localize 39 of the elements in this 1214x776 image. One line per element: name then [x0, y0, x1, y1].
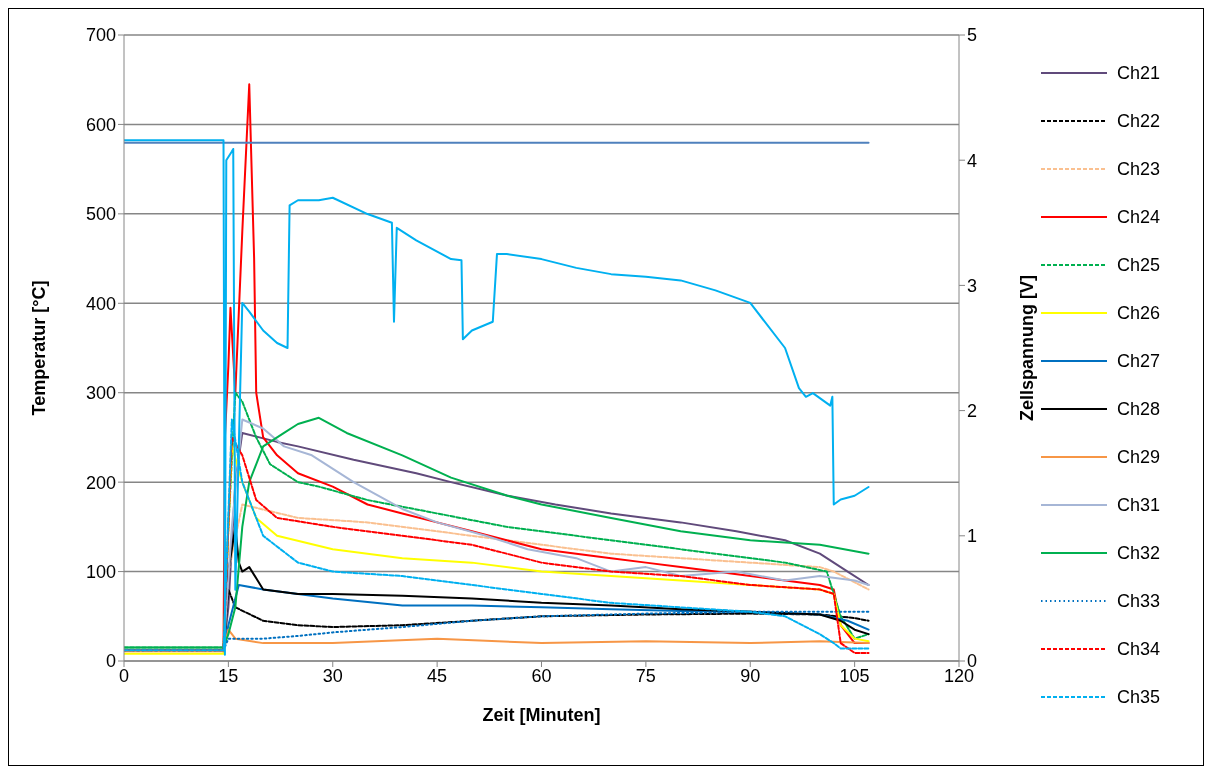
legend-label: Ch32	[1117, 542, 1161, 564]
y-tick-label: 500	[85, 204, 116, 225]
x-tick-label: 90	[740, 665, 761, 686]
legend-label: Ch31	[1117, 494, 1161, 516]
y2-tick-label: 3	[967, 275, 978, 296]
y2-tick-label: 1	[967, 526, 978, 547]
legend-label: Ch23	[1117, 158, 1161, 180]
legend-label: Ch33	[1117, 590, 1161, 612]
x-tick-label: 30	[322, 665, 343, 686]
x-tick-label: 0	[118, 665, 130, 686]
y-axis-title: Temperatur [°C]	[29, 280, 50, 416]
x-tick-label: 105	[839, 665, 870, 686]
y-tick-label: 200	[85, 472, 116, 493]
y2-tick-label: 2	[967, 400, 978, 421]
y2-tick-label: 4	[967, 150, 978, 171]
x-tick-label: 75	[635, 665, 656, 686]
legend-label: Ch28	[1117, 398, 1161, 420]
legend-label: Ch27	[1117, 350, 1161, 372]
y-tick-label: 400	[85, 293, 116, 314]
y2-tick-label: 5	[967, 25, 978, 46]
y-tick-label: 100	[85, 561, 116, 582]
legend-label: Ch25	[1117, 254, 1161, 276]
legend-label: Ch35	[1117, 686, 1161, 708]
legend-label: Ch22	[1117, 110, 1161, 132]
legend-label: Ch24	[1117, 206, 1161, 228]
y-tick-label: 300	[85, 383, 116, 404]
x-tick-label: 15	[218, 665, 239, 686]
legend-label: Ch21	[1117, 62, 1161, 84]
y-tick-label: 600	[85, 114, 116, 135]
legend-label: Ch34	[1117, 638, 1161, 660]
y-tick-label: 0	[105, 651, 116, 672]
legend-label: Ch26	[1117, 302, 1161, 324]
y-tick-label: 700	[85, 25, 116, 46]
x-axis-title: Zeit [Minuten]	[482, 705, 601, 725]
legend-label: Ch29	[1117, 446, 1161, 468]
y2-axis-title: Zellspannung [V]	[1017, 275, 1038, 421]
line-series	[124, 628, 870, 653]
x-tick-label: 60	[531, 665, 552, 686]
x-tick-label: 45	[427, 665, 448, 686]
